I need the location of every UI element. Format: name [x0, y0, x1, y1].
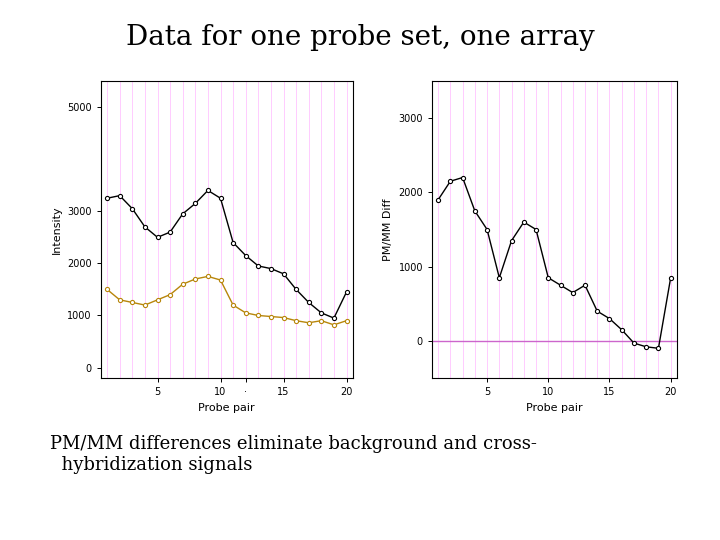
X-axis label: Probe pair: Probe pair — [526, 403, 582, 413]
Text: hybridization signals: hybridization signals — [50, 456, 253, 474]
Y-axis label: Intensity: Intensity — [52, 205, 62, 254]
Y-axis label: PM/MM Diff: PM/MM Diff — [383, 198, 393, 261]
X-axis label: Probe pair: Probe pair — [199, 403, 255, 413]
Text: PM/MM differences eliminate background and cross-: PM/MM differences eliminate background a… — [50, 435, 537, 453]
Text: Data for one probe set, one array: Data for one probe set, one array — [125, 24, 595, 51]
